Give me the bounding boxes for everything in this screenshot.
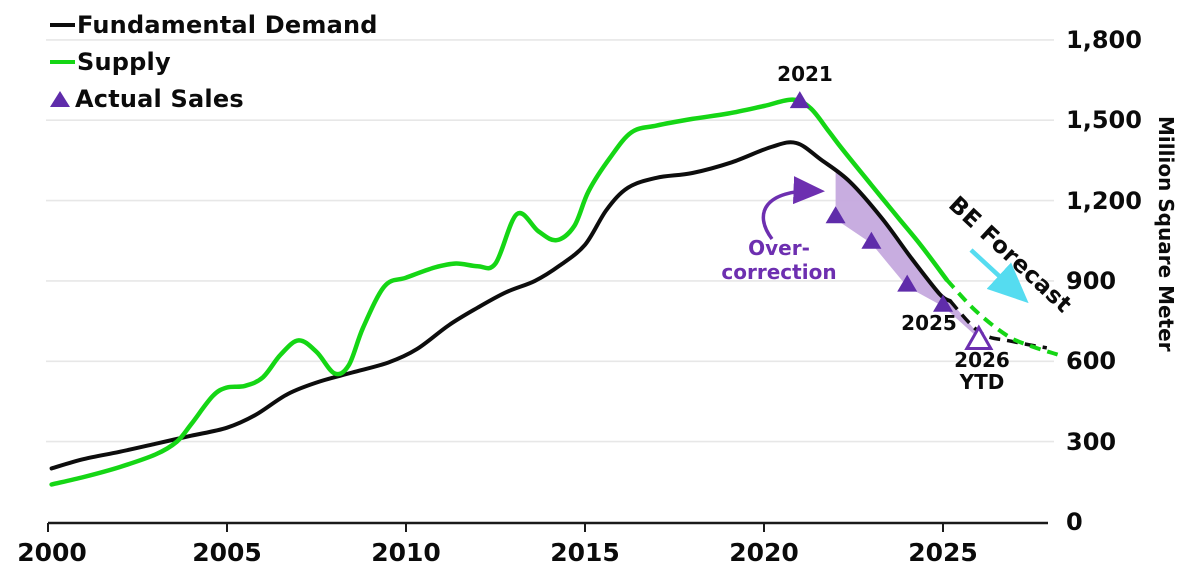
overcorrection-arrow <box>761 176 825 241</box>
y-tick-600: 600 <box>1066 347 1117 375</box>
x-tick-2005: 2005 <box>192 538 262 567</box>
sales-open-triangle-2026ytd <box>964 324 994 351</box>
y-tick-1800: 1,800 <box>1066 26 1142 54</box>
supply-forecast-line <box>945 278 1059 357</box>
y-tick-0: 0 <box>1066 508 1083 536</box>
y-tick-1500: 1,500 <box>1066 106 1142 134</box>
x-tick-2000: 2000 <box>17 538 87 567</box>
legend-label: Actual Sales <box>75 85 244 113</box>
sales-triangle-swatch <box>50 91 70 107</box>
annotation-2021: 2021 <box>777 62 833 86</box>
legend-item-fundamental-demand: Fundamental Demand <box>50 11 378 39</box>
annotation-ytd: YTD <box>959 370 1005 394</box>
be-forecast-arrow <box>969 248 1029 304</box>
legend-item-supply: Supply <box>50 48 171 76</box>
x-tick-2025: 2025 <box>908 538 978 567</box>
annotation-2026: 2026 <box>954 348 1010 372</box>
sales-triangle-2023 <box>861 231 882 249</box>
y-tick-300: 300 <box>1066 428 1117 456</box>
sales-triangle-2025 <box>933 294 953 312</box>
sales-triangle-2021 <box>789 91 810 109</box>
annotation-2026-ytd: 2026 YTD <box>942 349 1022 393</box>
annotation-2025: 2025 <box>901 311 957 335</box>
legend-label: Supply <box>77 48 171 76</box>
y-axis-title: Million Square Meter <box>1154 116 1178 352</box>
x-tick-2015: 2015 <box>550 538 620 567</box>
y-tick-1200: 1,200 <box>1066 187 1142 215</box>
annotation-overcorrection: Over- correction <box>721 236 837 284</box>
supply-line <box>49 97 949 487</box>
supply-line-swatch <box>50 60 75 64</box>
legend-item-actual-sales: Actual Sales <box>50 85 244 113</box>
x-tick-2020: 2020 <box>729 538 799 567</box>
demand-line-swatch <box>50 23 75 27</box>
legend-label: Fundamental Demand <box>77 11 378 39</box>
x-tick-2010: 2010 <box>371 538 441 567</box>
sales-triangle-2024 <box>897 274 918 292</box>
sales-triangle-2022 <box>825 206 846 224</box>
y-tick-900: 900 <box>1066 267 1117 295</box>
fundamental-demand-line <box>49 140 953 471</box>
